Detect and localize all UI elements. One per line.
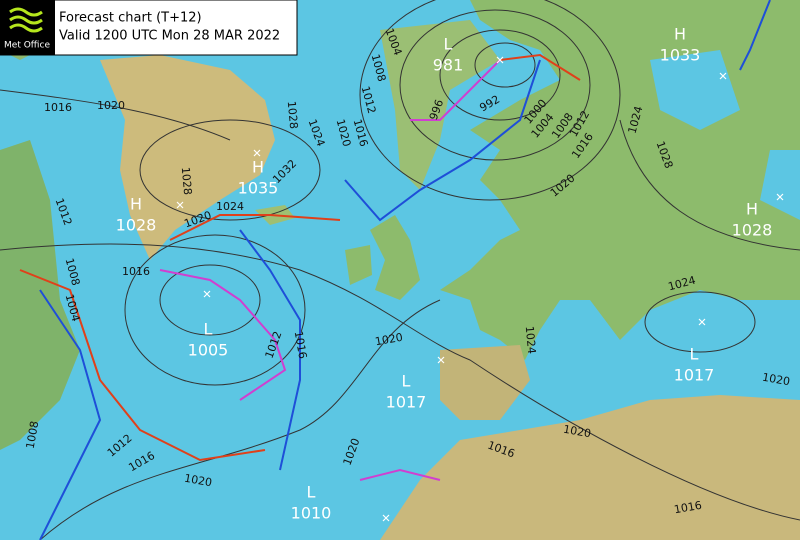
isobar-label: 1028 — [285, 100, 300, 129]
isobar-label: 1016 — [292, 330, 310, 360]
isobar-label: 1016 — [44, 101, 72, 114]
isobar-label: 1016 — [673, 499, 703, 517]
center-kind: H — [252, 158, 264, 177]
center-pressure: 1005 — [188, 341, 229, 360]
center-kind: L — [204, 320, 213, 339]
center-kind: H — [746, 200, 758, 219]
isobar — [124, 234, 306, 386]
isobar — [0, 89, 231, 141]
center-marker — [719, 72, 727, 80]
center-kind: L — [444, 35, 453, 54]
center-pressure: 1033 — [660, 46, 701, 65]
north-america — [0, 140, 80, 450]
africa — [380, 395, 800, 540]
isobar — [474, 42, 536, 88]
logo-text: Met Office — [4, 41, 50, 51]
cold-front — [39, 289, 102, 540]
baltic — [650, 50, 740, 130]
isobar — [159, 264, 261, 336]
center-marker — [382, 514, 390, 522]
center-marker — [698, 318, 706, 326]
cold-front — [739, 0, 771, 71]
isobar-label: 1020 — [97, 99, 125, 112]
occlusion — [410, 59, 501, 121]
isobar-label: 1008 — [24, 420, 42, 450]
center-kind: L — [402, 372, 411, 391]
scandinavia — [380, 20, 500, 190]
ireland — [345, 245, 372, 285]
isobar-label: 1016 — [122, 265, 150, 278]
center-pressure: 1028 — [116, 216, 157, 235]
isobar — [39, 299, 441, 540]
valid-time: Valid 1200 UTC Mon 28 MAR 2022 — [59, 29, 280, 44]
isobar-label: 1020 — [761, 371, 791, 389]
isobar — [619, 119, 800, 251]
center-kind: H — [674, 25, 686, 44]
isobar-label: 1024 — [216, 200, 244, 213]
occlusion — [359, 468, 441, 481]
isobar — [399, 9, 591, 161]
fronts — [19, 0, 771, 540]
isobar-label: 1024 — [523, 325, 538, 354]
isobar — [139, 119, 321, 221]
center-kind: H — [130, 195, 142, 214]
isobar-label: 1020 — [374, 331, 404, 349]
isobar-label: 1020 — [183, 472, 213, 490]
center-pressure: 1017 — [674, 366, 715, 385]
center-kind: L — [690, 345, 699, 364]
center-pressure: 1028 — [732, 221, 773, 240]
center-marker — [203, 290, 211, 298]
isobar — [644, 291, 756, 353]
isobar — [439, 29, 561, 121]
center-marker — [496, 56, 504, 64]
center-pressure: 981 — [433, 56, 464, 75]
center-marker — [776, 193, 784, 201]
cold-front — [239, 229, 301, 471]
center-pressure: 1035 — [238, 179, 279, 198]
header-box: Met Office Forecast chart (T+12) Valid 1… — [0, 0, 298, 56]
chart-title: Forecast chart (T+12) — [59, 11, 202, 26]
occlusion — [159, 269, 287, 401]
isobar-label: 1028 — [179, 166, 194, 195]
warm-front — [19, 269, 266, 462]
britain — [370, 215, 420, 300]
cold-front — [344, 59, 541, 222]
center-pressure: 1010 — [291, 504, 332, 523]
isobar — [0, 243, 800, 521]
isobar — [359, 0, 621, 201]
center-pressure: 1017 — [386, 393, 427, 412]
logo-mark — [9, 7, 43, 33]
greenland — [100, 55, 275, 260]
center-kind: L — [307, 483, 316, 502]
center-marker — [437, 356, 445, 364]
iberia — [440, 345, 530, 420]
center-marker — [176, 201, 184, 209]
center-marker — [253, 149, 261, 157]
warm-front — [499, 53, 581, 81]
warm-front — [169, 214, 341, 241]
isobar-label: 1020 — [562, 423, 592, 441]
